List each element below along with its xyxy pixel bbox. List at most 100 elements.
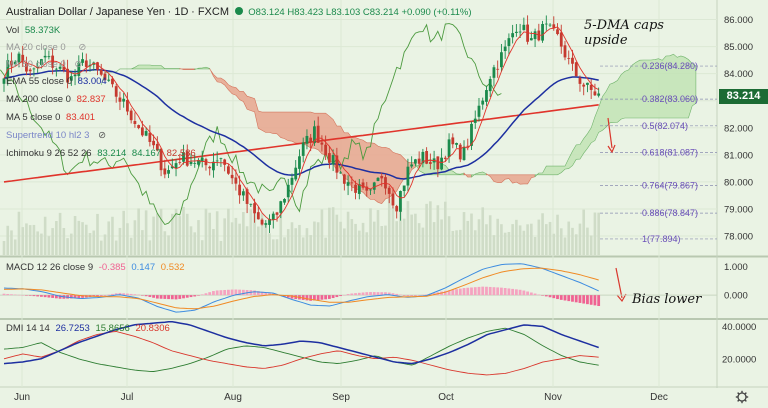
macd-hist-bar xyxy=(170,295,174,300)
macd-hist-bar xyxy=(155,295,159,299)
macd-hist-bar xyxy=(331,295,335,299)
volume-bars xyxy=(2,198,600,255)
hide-eye-icon[interactable]: ⊘ xyxy=(98,130,107,141)
candle-body xyxy=(309,137,313,143)
fib-label: 0.382(83.060) xyxy=(642,94,698,104)
ichimoku-value-2: 84.167 xyxy=(131,148,161,159)
legend-ichimoku[interactable]: Ichimoku 9 26 52 26 83.214 84.167 82.586 xyxy=(6,148,196,160)
settings-gear-icon[interactable] xyxy=(735,390,749,404)
macd-hist-bar xyxy=(357,292,361,296)
macd-hist-bar xyxy=(167,295,170,300)
macd-signal-value: 0.532 xyxy=(160,262,185,273)
candle-body xyxy=(133,121,137,124)
volume-bar xyxy=(462,212,466,255)
candle-body xyxy=(369,189,372,191)
macd-hist-bar xyxy=(582,295,586,304)
macd-hist-bar xyxy=(264,292,268,296)
legend-ma20[interactable]: MA 20 close 0 ⊘ xyxy=(6,42,86,54)
candle-body xyxy=(167,170,170,174)
legend-ma200[interactable]: MA 200 close 0 82.837 xyxy=(6,94,106,106)
ema55-label: EMA 55 close 0 xyxy=(6,76,73,87)
macd-hist-bar xyxy=(238,289,242,296)
volume-bar xyxy=(503,232,507,255)
macd-hist-bar xyxy=(443,290,447,296)
candle-body xyxy=(406,166,410,186)
price-axis-tick: 86.000 xyxy=(724,15,753,26)
volume-bar xyxy=(73,216,77,255)
volume-bar xyxy=(458,229,462,255)
candle-body xyxy=(436,156,440,170)
symbol-header[interactable]: Australian Dollar / Japanese Yen · 1D · … xyxy=(6,6,472,18)
macd-hist-bar xyxy=(537,294,541,296)
interval-label[interactable]: 1D xyxy=(174,6,189,18)
volume-bar xyxy=(189,226,193,255)
macd-hist-bar xyxy=(552,295,556,299)
macd-hist-bar xyxy=(13,294,17,296)
volume-bar xyxy=(305,228,309,255)
macd-hist-bar xyxy=(597,295,601,306)
volume-bar xyxy=(40,233,43,255)
macd-hist-bar xyxy=(507,288,511,296)
volume-bar xyxy=(429,201,432,255)
macd-hist-bar xyxy=(477,286,481,296)
volume-bar xyxy=(455,230,458,255)
volume-bar xyxy=(294,228,298,255)
legend-ma5[interactable]: MA 5 close 0 83.401 xyxy=(6,112,95,124)
volume-bar xyxy=(268,233,271,255)
arrow-macd-line xyxy=(615,267,623,299)
hide-eye-icon[interactable]: ⊘ xyxy=(74,59,83,70)
volume-bar xyxy=(324,237,327,255)
macd-hist-bar xyxy=(212,291,215,296)
macd-hist-bar xyxy=(376,292,380,296)
macd-hist-bar xyxy=(541,295,544,296)
macd-hist-bar xyxy=(354,293,357,296)
legend-dmi[interactable]: DMI 14 14 26.7253 15.8656 20.8306 xyxy=(6,323,170,335)
candle-body xyxy=(522,24,526,31)
macd-hist-bar xyxy=(473,287,477,296)
legend-volume[interactable]: Vol 58.373K xyxy=(6,25,60,37)
volume-bar xyxy=(313,221,316,255)
candle-body xyxy=(215,160,219,162)
macd-hist-bar xyxy=(361,292,365,296)
legend-macd[interactable]: MACD 12 26 close 9 -0.385 0.147 0.532 xyxy=(6,262,185,274)
legend-ma50[interactable]: MA 50 close 0 ⊘ xyxy=(6,59,82,71)
volume-bar xyxy=(586,227,589,255)
time-axis-label: Nov xyxy=(544,392,562,403)
volume-bar xyxy=(253,207,256,255)
hide-eye-icon[interactable]: ⊘ xyxy=(78,42,87,53)
candle-body xyxy=(417,158,421,164)
macd-hist-bar xyxy=(593,295,597,306)
candle-body xyxy=(331,155,335,165)
time-axis-label: Dec xyxy=(650,392,668,403)
legend-ema55[interactable]: EMA 55 close 0 83.004 xyxy=(6,76,107,88)
macd-line-value: 0.147 xyxy=(131,262,156,273)
legend-supertrend[interactable]: Supertrend 10 hl2 3 ⊘ xyxy=(6,130,106,142)
volume-bar xyxy=(84,224,88,255)
candle-body xyxy=(470,123,473,146)
candle-body xyxy=(428,162,432,164)
volume-bar xyxy=(537,219,541,255)
candle-body xyxy=(152,140,155,146)
macd-hist-bar xyxy=(223,289,227,296)
candle-body xyxy=(58,66,62,69)
candle-body xyxy=(298,156,301,169)
candle-body xyxy=(99,69,103,75)
macd-hist-bar xyxy=(451,289,455,296)
volume-bar xyxy=(77,220,81,255)
candle-body xyxy=(126,99,129,112)
volume-bar xyxy=(530,223,533,255)
candle-body xyxy=(578,77,582,84)
volume-bar xyxy=(432,222,436,255)
macd-hist-bar xyxy=(260,291,264,296)
volume-bar xyxy=(574,234,578,255)
candle-body xyxy=(290,177,294,185)
arrow-price-head xyxy=(607,144,616,154)
time-axis-label: Jun xyxy=(14,392,30,403)
macd-hist-bar xyxy=(414,295,417,296)
volume-bar xyxy=(556,214,559,255)
candle-body xyxy=(253,203,256,214)
close-value: C83.214 xyxy=(362,7,399,18)
macd-hist-bar xyxy=(578,295,582,303)
volume-bar xyxy=(25,223,28,255)
